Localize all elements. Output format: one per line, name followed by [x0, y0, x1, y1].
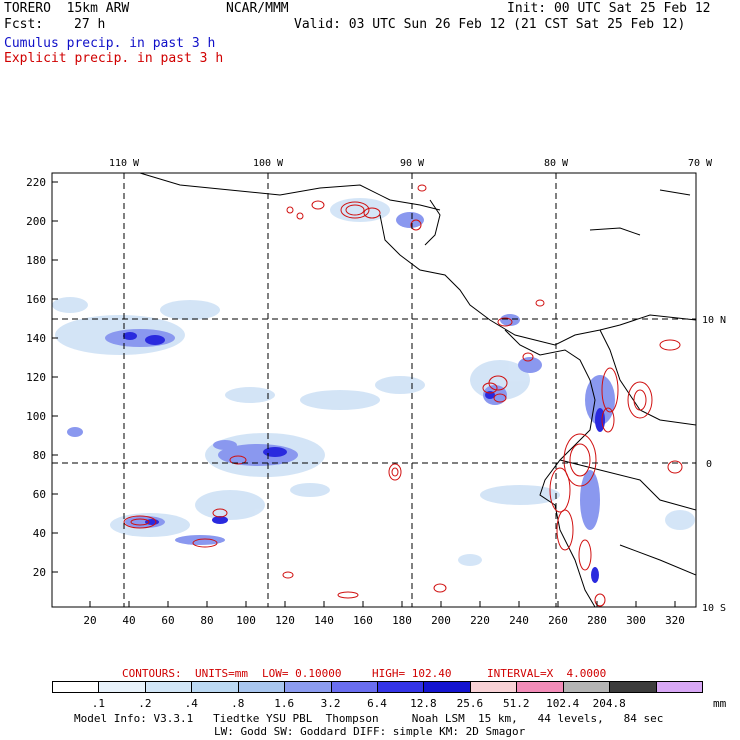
cumulus-legend: Cumulus precip. in past 3 h	[4, 36, 216, 51]
y-tick-label: 160	[26, 293, 46, 306]
x-tick-label: 300	[626, 614, 646, 627]
colorbar-label: 25.6	[456, 697, 484, 710]
contours-low: LOW= 0.10000	[262, 667, 342, 680]
colorbar-label: 12.8	[410, 697, 437, 710]
contours-units: UNITS=mm	[195, 667, 248, 680]
y-tick-label: 100	[26, 410, 46, 423]
x-tick-label: 80	[200, 614, 213, 627]
x-tick-label: 200	[431, 614, 451, 627]
lon-label: 100 W	[253, 158, 284, 169]
contours-label: CONTOURS:	[122, 667, 182, 680]
colorbar-cell	[469, 681, 518, 693]
contours-high: HIGH= 102.40	[372, 667, 452, 680]
colorbar-cell	[191, 681, 239, 693]
y-tick-label: 140	[26, 332, 46, 345]
colorbar-label: .2	[138, 697, 152, 710]
x-tick-label: 220	[470, 614, 490, 627]
y-tick-label: 40	[33, 527, 46, 540]
colorbar-cell	[98, 681, 146, 693]
precip-map: 110 W 100 W 90 W 80 W 70 W 10 N 0 10 S 2…	[26, 158, 726, 627]
lon-label: 90 W	[400, 158, 425, 169]
x-tick-label: 260	[548, 614, 568, 627]
coastlines	[139, 173, 696, 607]
init-time: Init: 00 UTC Sat 25 Feb 12	[507, 1, 711, 16]
fcst-value: 27 h	[74, 17, 106, 32]
colorbar-cell	[52, 681, 100, 693]
x-tick-label: 60	[161, 614, 174, 627]
colorbar-cell	[655, 681, 703, 693]
colorbar-label: .8	[231, 697, 245, 710]
lon-label: 110 W	[109, 158, 140, 169]
colorbar-label: 1.6	[274, 697, 295, 710]
x-tick-label: 320	[665, 614, 685, 627]
colorbar-label: 102.4	[546, 697, 580, 710]
colorbar-cell	[516, 681, 564, 693]
y-tick-label: 200	[26, 215, 46, 228]
axis-ticks	[52, 181, 676, 607]
colorbar-cell	[609, 681, 657, 693]
y-tick-label: 20	[33, 566, 46, 579]
valid-time: Valid: 03 UTC Sun 26 Feb 12 (21 CST Sat …	[294, 17, 686, 32]
y-tick-label: 180	[26, 254, 46, 267]
lon-label: 70 W	[688, 158, 713, 169]
colorbar-cell	[562, 681, 611, 693]
fcst-label: Fcst:	[4, 17, 44, 32]
x-tick-label: 40	[122, 614, 135, 627]
x-tick-label: 160	[353, 614, 373, 627]
model-title: TORERO 15km ARW	[4, 1, 130, 16]
x-tick-label: 120	[275, 614, 295, 627]
y-tick-label: 80	[33, 449, 46, 462]
y-tick-label: 60	[33, 488, 46, 501]
colorbar-cell	[284, 681, 332, 693]
lon-label: 80 W	[544, 158, 569, 169]
x-tick-label: 20	[83, 614, 96, 627]
heavy-precip-areas	[123, 332, 605, 583]
x-tick-label: 240	[509, 614, 529, 627]
x-tick-label: 280	[587, 614, 607, 627]
colorbar-label: .1	[91, 697, 106, 710]
colorbar-label: .4	[184, 697, 198, 710]
y-tick-label: 220	[26, 176, 46, 189]
explicit-legend: Explicit precip. in past 3 h	[4, 51, 224, 66]
colorbar-label: 204.8	[592, 697, 626, 710]
x-tick-label: 180	[392, 614, 412, 627]
physics-info: LW: Godd SW: Goddard DIFF: simple KM: 2D…	[214, 725, 526, 738]
contours-interval: INTERVAL=X 4.0000	[487, 667, 607, 680]
map-frame	[51, 172, 697, 608]
y-tick-label: 120	[26, 371, 46, 384]
colorbar-label: 6.4	[367, 697, 387, 710]
explicit-precip-contours	[123, 184, 683, 607]
lat-label: 10 N	[702, 315, 726, 326]
colorbar-cell	[144, 681, 193, 693]
x-tick-label: 100	[236, 614, 256, 627]
lat-label: 0	[706, 459, 712, 470]
lat-label: 10 S	[702, 603, 726, 614]
colorbar-unit: mm	[713, 697, 727, 710]
x-tick-label: 140	[314, 614, 334, 627]
colorbar-label: 3.2	[320, 697, 341, 710]
model-info: Model Info: V3.3.1 Tiedtke YSU PBL Thomp…	[74, 712, 664, 725]
latlon-grid	[52, 173, 696, 607]
colorbar-cell	[330, 681, 378, 693]
colorbar-cell	[423, 681, 471, 693]
org-label: NCAR/MMM	[226, 1, 289, 16]
colorbar-cell	[237, 681, 286, 693]
colorbar-label: 51.2	[503, 697, 530, 710]
colorbar-cell	[377, 681, 425, 693]
